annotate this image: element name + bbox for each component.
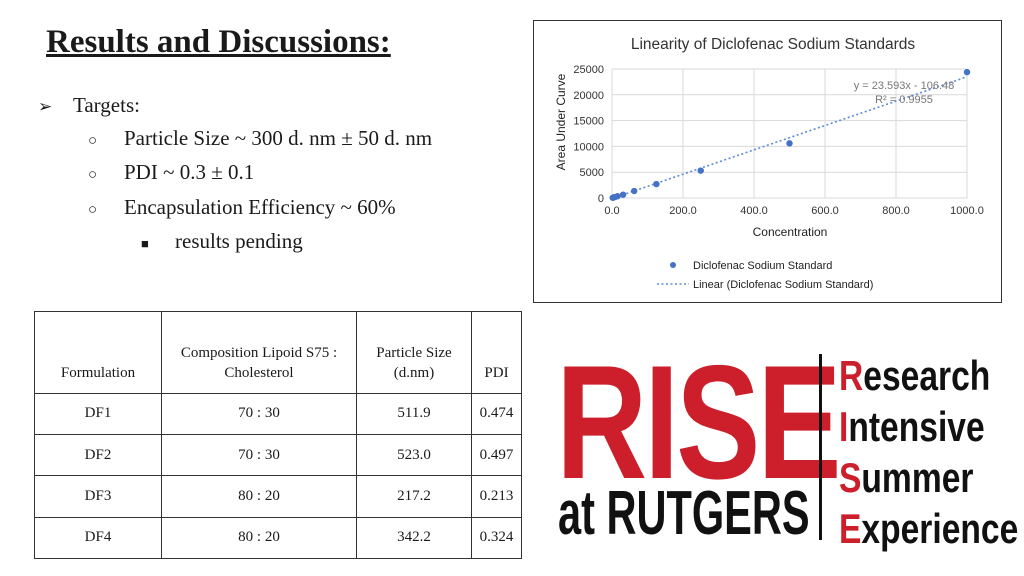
grid-layer — [611, 68, 968, 199]
cell-pdi: 0.497 — [471, 433, 522, 477]
target-item-text: Particle Size ~ 300 d. nm ± 50 d. nm — [124, 125, 433, 150]
cell-composition: 70 : 30 — [161, 392, 357, 435]
data-points — [609, 68, 971, 201]
data-point — [697, 167, 704, 174]
cell-particle-size: 342.2 — [356, 516, 472, 560]
legend-point-marker — [670, 262, 676, 268]
data-point — [786, 140, 793, 147]
rise-rutgers-logo: RISE at RUTGERS Research Intensive Summe… — [556, 332, 1018, 553]
logo-at-rutgers: at RUTGERS — [558, 479, 810, 548]
circle-bullet-icon: ○ — [88, 201, 98, 218]
x-tick-label: 400.0 — [740, 205, 768, 217]
x-tick-label: 0.0 — [604, 205, 619, 217]
cell-composition: 70 : 30 — [161, 433, 357, 477]
y-tick-label: 25000 — [573, 64, 604, 76]
table-row: DF4 80 : 20 342.2 0.324 — [34, 516, 522, 560]
cell-formulation: DF3 — [34, 475, 162, 518]
data-point — [653, 180, 660, 188]
data-point — [963, 68, 971, 76]
data-point — [619, 191, 627, 198]
table-header-row: Formulation Composition Lipoid S75 : Cho… — [34, 311, 522, 394]
arrow-bullet-icon: ➢ — [38, 97, 53, 116]
x-tick-label: 600.0 — [811, 205, 839, 217]
logo-divider — [819, 354, 822, 540]
slide-title: Results and Discussions: — [46, 24, 391, 60]
chart-title: Linearity of Diclofenac Sodium Standards — [631, 36, 916, 53]
y-tick-label: 5000 — [580, 167, 604, 179]
trendline-equation: y = 23.593x - 106.48 — [854, 80, 955, 92]
y-tick-label: 10000 — [573, 141, 604, 153]
header-particle-size: Particle Size (d.nm) — [356, 311, 472, 394]
y-tick-label: 0 — [598, 193, 604, 205]
x-tick-label: 200.0 — [669, 205, 697, 217]
cell-pdi: 0.213 — [471, 475, 522, 518]
acronym-line: Summer — [839, 454, 974, 501]
cell-composition: 80 : 20 — [161, 516, 357, 560]
chart-svg: 0 5000 10000 15000 20000 25000 0.0 200.0 400.0 6… — [554, 36, 984, 291]
x-tick-labels: 0.0 200.0 400.0 600.0 800.0 1000.0 — [604, 205, 983, 217]
acronym-line: Research — [839, 352, 991, 399]
header-formulation: Formulation — [34, 311, 162, 394]
target-item: ○ Encapsulation Efficiency ~ 60% — [38, 192, 432, 227]
formulation-table: Formulation Composition Lipoid S75 : Cho… — [34, 311, 522, 560]
table-row: DF2 70 : 30 523.0 0.497 — [34, 433, 522, 477]
trendline — [613, 76, 968, 199]
targets-list: ➢ Targets: ○ Particle Size ~ 300 d. nm ±… — [38, 90, 432, 260]
cell-pdi: 0.474 — [471, 392, 522, 435]
square-bullet-icon: ■ — [141, 236, 149, 251]
table-row: DF3 80 : 20 217.2 0.213 — [34, 475, 522, 518]
x-tick-label: 1000.0 — [950, 205, 984, 217]
logo-acronym: Research Intensive Summer Experience — [839, 350, 1018, 554]
cell-formulation: DF2 — [34, 433, 162, 477]
acronym-line: Intensive — [839, 403, 985, 450]
y-tick-label: 20000 — [573, 90, 604, 102]
header-pdi: PDI — [471, 311, 522, 394]
circle-bullet-icon: ○ — [88, 167, 98, 183]
legend-trendline-label: Linear (Diclofenac Sodium Standard) — [693, 279, 873, 291]
y-tick-label: 15000 — [573, 116, 604, 128]
target-item-text: PDI ~ 0.3 ± 0.1 — [124, 160, 255, 184]
circle-bullet-icon: ○ — [88, 132, 98, 149]
cell-formulation: DF4 — [34, 516, 162, 560]
targets-label: Targets: — [73, 93, 140, 117]
x-axis-label: Concentration — [753, 225, 828, 239]
table-row: DF1 70 : 30 511.9 0.474 — [34, 392, 522, 435]
target-item: ○ PDI ~ 0.3 ± 0.1 — [38, 157, 432, 192]
cell-composition: 80 : 20 — [161, 475, 357, 518]
logo-rise-wordmark: RISE — [556, 332, 842, 513]
y-tick-labels: 0 5000 10000 15000 20000 25000 — [573, 64, 604, 205]
target-item-text: Encapsulation Efficiency ~ 60% — [124, 194, 396, 219]
cell-particle-size: 523.0 — [356, 433, 472, 477]
cell-pdi: 0.324 — [471, 516, 522, 560]
trendline-r2: R² = 0.9955 — [875, 94, 933, 106]
data-point — [630, 187, 638, 195]
y-axis-label: Area Under Curve — [554, 73, 568, 170]
acronym-line: Experience — [839, 505, 1019, 552]
sub-item: ■ results pending — [38, 226, 432, 260]
header-composition: Composition Lipoid S75 : Cholesterol — [161, 311, 357, 394]
cell-particle-size: 217.2 — [356, 475, 472, 518]
legend-series-label: Diclofenac Sodium Standard — [693, 260, 832, 272]
target-item: ○ Particle Size ~ 300 d. nm ± 50 d. nm — [38, 123, 432, 158]
targets-bullet: ➢ Targets: — [38, 90, 432, 123]
sub-item-text: results pending — [175, 229, 303, 253]
data-point — [614, 193, 621, 200]
x-tick-label: 800.0 — [882, 205, 910, 217]
cell-formulation: DF1 — [34, 392, 162, 435]
linearity-chart: 0 5000 10000 15000 20000 25000 0.0 200.0 400.0 6… — [533, 20, 1002, 303]
cell-particle-size: 511.9 — [356, 392, 472, 435]
